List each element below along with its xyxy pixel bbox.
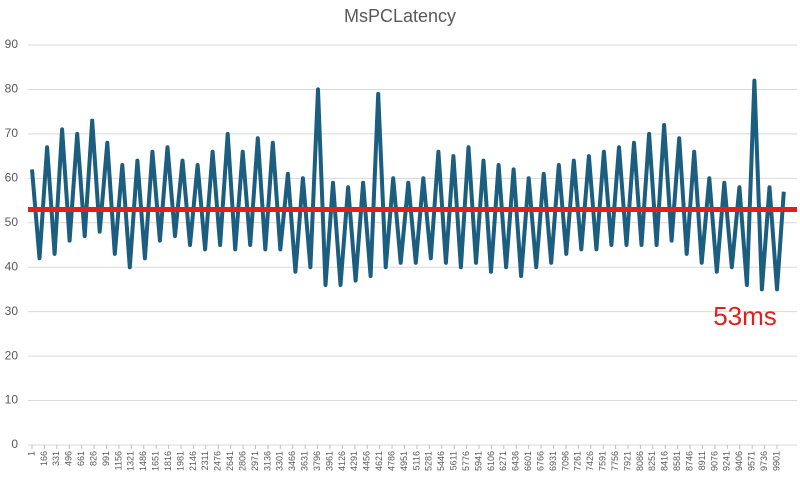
x-tick-label: 3961 (324, 451, 334, 471)
x-tick-label: 2311 (200, 451, 210, 470)
x-tick-label: 1321 (126, 451, 136, 471)
x-tick-label: 1 (26, 451, 36, 456)
y-tick-label: 70 (5, 126, 19, 140)
x-tick-label: 6601 (523, 451, 533, 471)
chart-title: MsPCLatency (344, 6, 456, 26)
x-tick-label: 4951 (399, 451, 409, 471)
x-tick-label: 7096 (560, 451, 570, 471)
y-tick-label: 20 (5, 348, 19, 362)
data-line (30, 78, 786, 292)
x-tick-label: 6766 (535, 451, 545, 471)
x-tick-label: 9736 (759, 451, 769, 471)
x-tick-label: 8581 (672, 451, 682, 471)
x-tick-label: 6436 (511, 451, 521, 471)
x-tick-label: 5116 (411, 451, 421, 470)
x-tick-label: 8911 (697, 451, 707, 470)
x-tick-label: 5611 (449, 451, 459, 470)
x-tick-label: 1651 (151, 451, 161, 471)
x-tick-label: 4786 (386, 451, 396, 471)
x-tick-label: 826 (88, 451, 98, 466)
x-tick-label: 496 (64, 451, 74, 466)
x-tick-label: 9076 (709, 451, 719, 471)
x-tick-label: 2971 (250, 451, 260, 471)
x-tick-label: 8746 (684, 451, 694, 471)
x-tick-label: 9901 (771, 451, 781, 471)
y-tick-label: 80 (5, 82, 19, 96)
y-tick-label: 10 (5, 393, 19, 407)
x-tick-label: 4126 (337, 451, 347, 471)
x-tick-label: 8086 (635, 451, 645, 471)
x-tick-label: 1156 (113, 451, 123, 470)
x-tick-label: 5446 (436, 451, 446, 471)
y-tick-label: 90 (5, 37, 19, 51)
y-tick-label: 50 (5, 215, 19, 229)
x-tick-label: 2476 (213, 451, 223, 471)
x-tick-label: 7261 (573, 451, 583, 471)
x-tick-label: 166 (39, 451, 49, 466)
x-tick-label: 5776 (461, 451, 471, 471)
x-tick-label: 5941 (473, 451, 483, 471)
x-tick-label: 3136 (262, 451, 272, 471)
x-tick-label: 8251 (647, 451, 657, 471)
x-tick-label: 4456 (362, 451, 372, 471)
x-tick-label: 2641 (225, 451, 235, 471)
x-tick-label: 9241 (722, 451, 732, 471)
x-tick-label: 4291 (349, 451, 359, 471)
x-tick-label: 3631 (300, 451, 310, 471)
y-tick-label: 0 (11, 437, 18, 451)
x-tick-label: 1816 (163, 451, 173, 471)
reference-label: 53ms (713, 301, 777, 331)
x-tick-label: 3301 (275, 451, 285, 471)
x-tick-label: 7426 (585, 451, 595, 471)
x-tick-label: 6271 (498, 451, 508, 471)
y-tick-label: 30 (5, 304, 19, 318)
x-tick-label: 991 (101, 451, 111, 466)
y-tick-label: 40 (5, 259, 19, 273)
x-tick-label: 2146 (188, 451, 198, 471)
x-tick-label: 9571 (747, 451, 757, 471)
x-tick-label: 3466 (287, 451, 297, 471)
x-tick-label: 1981 (175, 451, 185, 471)
x-tick-label: 8416 (660, 451, 670, 471)
x-tick-label: 661 (76, 451, 86, 466)
x-tick-label: 3796 (312, 451, 322, 471)
x-tick-label: 6106 (486, 451, 496, 471)
x-tick-label: 1486 (138, 451, 148, 471)
x-tick-label: 7591 (598, 451, 608, 471)
x-tick-label: 331 (51, 451, 61, 466)
x-tick-label: 4621 (374, 451, 384, 471)
x-tick-label: 7921 (622, 451, 632, 471)
x-tick-label: 2806 (237, 451, 247, 471)
x-tick-label: 9406 (734, 451, 744, 471)
y-tick-label: 60 (5, 171, 19, 185)
x-tick-label: 7756 (610, 451, 620, 471)
x-tick-label: 5281 (424, 451, 434, 471)
x-tick-label: 6931 (548, 451, 558, 471)
